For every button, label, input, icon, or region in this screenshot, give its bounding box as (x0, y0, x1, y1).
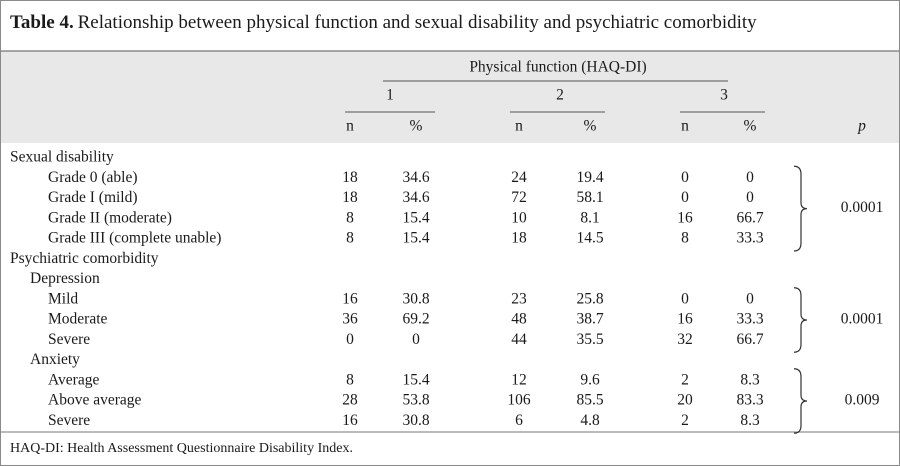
cell: 10 (511, 209, 527, 226)
group-title: Physical function (HAQ-DI) (469, 59, 646, 76)
footnote: HAQ-DI: Health Assessment Questionnaire … (10, 441, 353, 456)
cell: 33.3 (736, 230, 763, 247)
group-label: 3 (720, 87, 728, 104)
cell: 0 (346, 331, 354, 348)
cell: 18 (342, 169, 358, 186)
row-label: Above average (48, 392, 141, 409)
cell: 66.7 (736, 209, 763, 226)
cell: 0 (681, 169, 689, 186)
cell: 33.3 (736, 311, 763, 328)
cell: 0 (746, 169, 754, 186)
row-label: Mild (48, 290, 78, 307)
cell: 16 (677, 311, 693, 328)
cell: 12 (511, 371, 527, 388)
subcolumn-label: % (410, 118, 423, 135)
cell: 32 (677, 331, 693, 348)
cell: 0 (681, 290, 689, 307)
cell: 2 (681, 412, 689, 429)
cell: 36 (342, 311, 358, 328)
cell: 83.3 (736, 392, 763, 409)
table-title: Table 4. Relationship between physical f… (10, 12, 757, 33)
cell: 0 (746, 189, 754, 206)
cell: 69.2 (402, 311, 429, 328)
cell: 2 (681, 371, 689, 388)
p-value: 0.0001 (841, 199, 884, 216)
cell: 53.8 (402, 392, 429, 409)
cell: 15.4 (402, 371, 429, 388)
group-label: 1 (386, 87, 394, 104)
p-header: p (857, 118, 866, 135)
cell: 58.1 (576, 189, 603, 206)
cell: 35.5 (576, 331, 603, 348)
p-value: 0.009 (845, 392, 880, 409)
cell: 14.5 (576, 230, 603, 247)
row-label: Grade III (complete unable) (48, 230, 221, 247)
cell: 0 (681, 189, 689, 206)
subcolumn-label: % (744, 118, 757, 135)
row-label: Grade II (moderate) (48, 209, 172, 226)
subcolumn-label: % (584, 118, 597, 135)
row-label: Grade 0 (able) (48, 169, 138, 186)
cell: 4.8 (580, 412, 600, 429)
cell: 18 (342, 189, 358, 206)
cell: 19.4 (576, 169, 603, 186)
row-label: Severe (48, 412, 90, 429)
header-background (1, 51, 899, 143)
table-caption: Relationship between physical function a… (78, 12, 758, 33)
cell: 8 (681, 230, 689, 247)
cell: 85.5 (576, 392, 603, 409)
group-label: 2 (556, 87, 564, 104)
p-value: 0.0001 (841, 311, 884, 328)
row-label: Average (48, 371, 99, 388)
cell: 6 (515, 412, 523, 429)
cell: 24 (511, 169, 527, 186)
cell: 8 (346, 371, 354, 388)
section-label: Sexual disability (10, 149, 114, 166)
cell: 16 (342, 290, 358, 307)
section-label: Psychiatric comorbidity (10, 250, 159, 267)
cell: 34.6 (402, 189, 429, 206)
cell: 8 (346, 209, 354, 226)
subcolumn-label: n (681, 118, 689, 135)
cell: 44 (511, 331, 527, 348)
row-label: Severe (48, 331, 90, 348)
cell: 28 (342, 392, 358, 409)
cell: 8 (346, 230, 354, 247)
subsection-label: Anxiety (30, 351, 80, 368)
table-number: Table 4. (10, 12, 74, 33)
subsection-label: Depression (30, 270, 100, 287)
cell: 23 (511, 290, 527, 307)
cell: 72 (511, 189, 527, 206)
cell: 106 (507, 392, 531, 409)
row-label: Grade I (mild) (48, 189, 138, 206)
cell: 30.8 (402, 290, 429, 307)
cell: 38.7 (576, 311, 603, 328)
cell: 0 (412, 331, 420, 348)
cell: 15.4 (402, 230, 429, 247)
cell: 8.1 (580, 209, 599, 226)
subcolumn-label: n (346, 118, 354, 135)
cell: 30.8 (402, 412, 429, 429)
cell: 0 (746, 290, 754, 307)
brace (793, 165, 808, 252)
cell: 16 (677, 209, 693, 226)
brace (793, 287, 808, 353)
cell: 25.8 (576, 290, 603, 307)
cell: 16 (342, 412, 358, 429)
cell: 15.4 (402, 209, 429, 226)
cell: 48 (511, 311, 527, 328)
brace (793, 368, 808, 434)
cell: 8.3 (740, 371, 760, 388)
cell: 8.3 (740, 412, 760, 429)
row-label: Moderate (48, 311, 108, 328)
cell: 18 (511, 230, 527, 247)
cell: 9.6 (580, 371, 600, 388)
cell: 20 (677, 392, 693, 409)
cell: 66.7 (736, 331, 763, 348)
subcolumn-label: n (515, 118, 523, 135)
cell: 34.6 (402, 169, 429, 186)
